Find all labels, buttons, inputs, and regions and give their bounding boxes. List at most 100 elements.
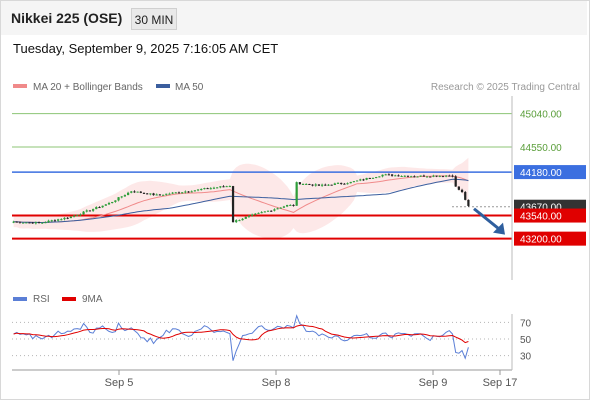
candle-body [139,191,142,193]
candle-body [206,188,209,190]
interval-button[interactable]: 30 MIN [131,8,177,30]
x-tick-label-2: Sep 9 [419,377,448,389]
candle-body [365,177,368,180]
candle-body [231,186,235,223]
candle-body [384,174,387,176]
candle-body [416,176,419,178]
price-pane: 45040.00 44550.00 44180.00 43670.0043540.00… [12,110,586,246]
chart-header: Nikkei 225 (OSE) 30 MIN [1,1,587,35]
candle-body [152,193,155,196]
candle-body [101,205,104,208]
pivot-tag [514,165,586,180]
candle-body [18,221,22,223]
candle-body [359,179,362,181]
ma50-legend-swatch [156,84,170,88]
candle-body [333,183,336,185]
candle-body [114,200,117,202]
rsi-ma-legend-swatch [62,297,76,301]
candle-body [104,204,107,206]
candle-body [394,175,397,177]
candle-body [276,208,279,210]
candle-body [279,207,282,209]
candle-body [22,222,25,224]
candle-body [247,215,251,217]
candle-body [387,174,391,176]
candle-body [165,193,168,195]
candle-body [410,176,413,178]
ma20-legend-swatch [13,84,27,88]
candle-body [187,191,190,193]
candle-body [467,199,470,206]
candle-body [82,211,85,215]
candle-body [448,175,451,177]
candle-body [340,182,343,184]
support-label-5: 43200.00 [520,235,562,246]
candle-body [336,182,340,184]
candle-body [324,184,327,186]
resistance-label-1: 44550.00 [520,143,562,154]
candle-body [308,183,311,185]
rsi-tick-label-0: 70 [520,318,532,329]
candle-body [219,186,222,188]
ma50-line [13,178,469,223]
candle-body [438,175,441,177]
resistance-label-0: 45040.00 [520,110,562,121]
candle-body [31,222,34,224]
candle-body [375,177,378,179]
candle-body [25,222,28,224]
candle-body [260,212,263,214]
rsi-ma-legend-label: 9MA [82,294,103,305]
x-tick-label-3: Sep 17 [483,377,518,389]
candle-body [397,175,400,177]
candle-body [254,213,257,215]
candle-body [251,214,254,216]
candle-body [235,220,238,223]
candle-body [95,207,98,210]
candle-body [381,174,384,177]
candle-body [317,184,321,186]
candle-body [34,222,37,224]
candle-body [400,175,403,177]
bollinger-band [13,157,469,239]
copyright-label: Research © 2025 Trading Central [431,82,580,93]
candle-body [320,184,324,186]
rsi-legend-swatch [13,297,27,301]
candle-body [464,192,467,200]
candle-body [301,183,305,185]
candle-body [133,191,136,193]
candle-body [368,177,371,179]
candle-body [371,177,375,179]
candle-body [184,191,187,193]
rsi-ma-line [13,324,469,344]
candle-body [177,192,181,194]
candle-body [196,189,200,191]
candle-body [457,186,460,190]
candle-body [91,209,95,211]
candle-body [362,179,365,181]
candle-body [123,195,127,197]
candle-body [346,183,349,185]
candle-body [79,214,82,216]
candle-body [168,193,171,195]
candle-body [270,210,273,212]
current-price-label: 43670.00 [520,203,562,214]
candle-body [161,194,165,196]
x-tick-label-1: Sep 8 [262,377,291,389]
candle-body [69,216,72,219]
candle-body [355,180,359,182]
candle-body [305,183,308,185]
candle-body [282,206,286,208]
x-tick-label-0: Sep 5 [105,377,134,389]
rsi-tick-label-1: 50 [520,335,532,346]
candle-body [171,192,174,194]
rsi-pane: 70 50 30 [12,314,532,363]
candle-body [155,194,158,196]
candle-body [413,176,416,178]
rsi-tick-label-2: 30 [520,352,532,363]
candle-body [390,174,394,176]
candle-body [66,217,69,219]
candle-body [37,222,41,224]
candle-body [212,187,216,189]
forecast-arrow-head [493,222,505,235]
